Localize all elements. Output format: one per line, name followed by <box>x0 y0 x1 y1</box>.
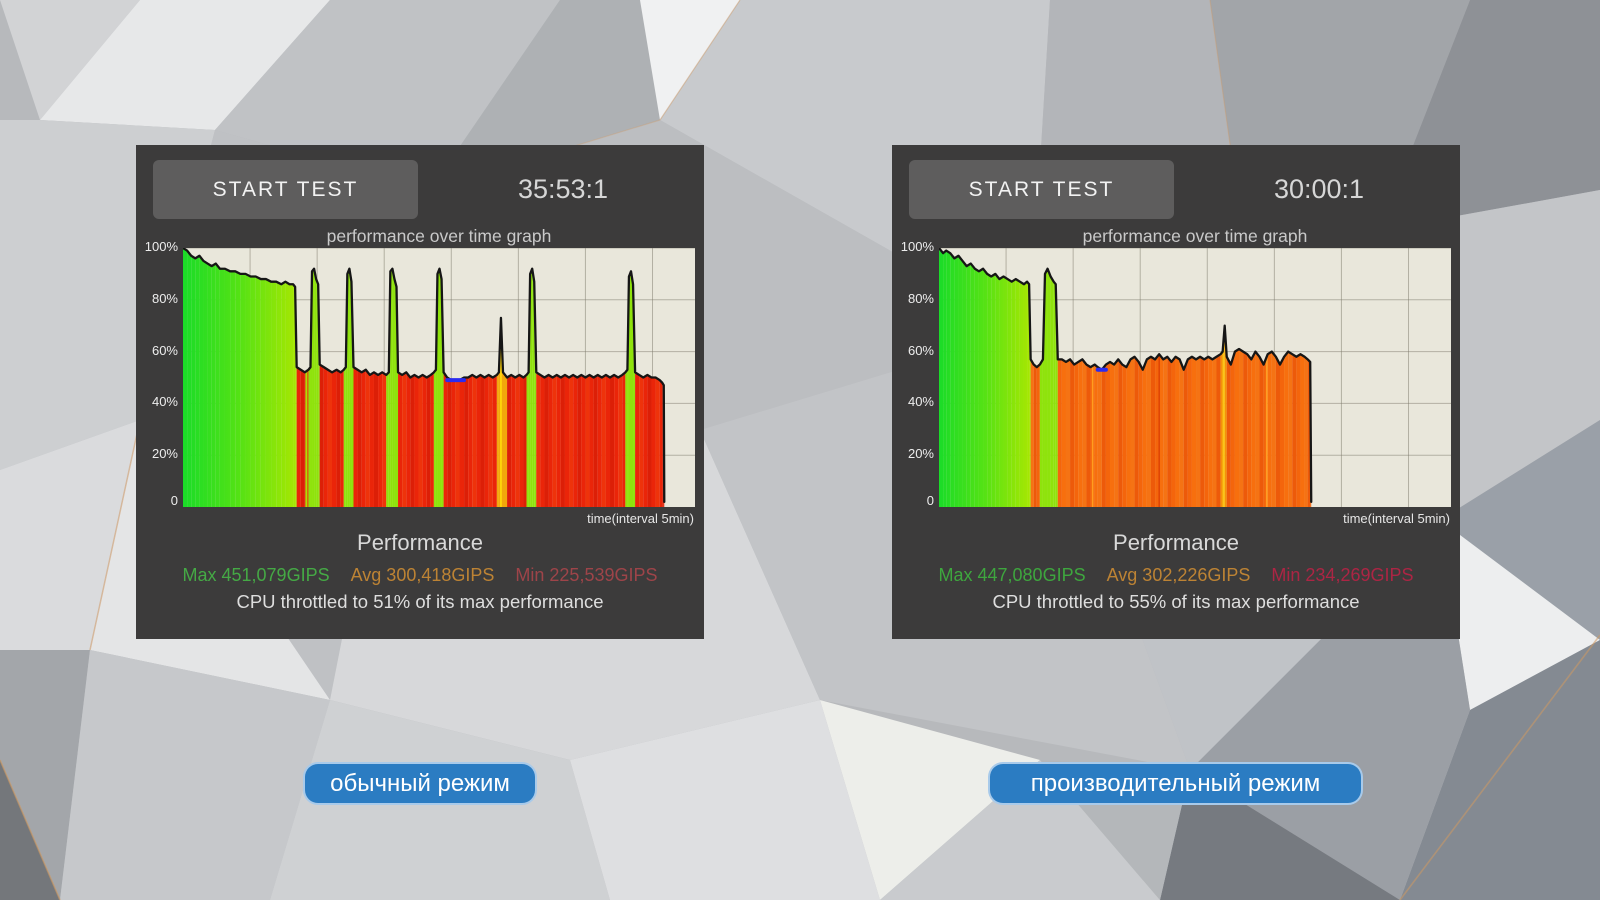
y-axis: 100% 80% 60% 40% 20% 0 <box>892 145 936 639</box>
start-test-button[interactable]: START TEST <box>909 160 1174 219</box>
y-tick-20: 20% <box>907 446 934 461</box>
y-tick-60: 60% <box>151 343 178 358</box>
y-tick-60: 60% <box>907 343 934 358</box>
throttle-result-text: CPU throttled to 55% of its max performa… <box>992 591 1360 612</box>
elapsed-timer: 35:53:1 <box>517 174 609 204</box>
y-tick-20: 20% <box>151 446 178 461</box>
y-tick-0: 0 <box>926 493 934 508</box>
avg-gips: Avg 300,418GIPS <box>350 565 495 585</box>
y-tick-0: 0 <box>170 493 178 508</box>
y-tick-80: 80% <box>151 291 178 306</box>
min-gips: Min 234,269GIPS <box>1271 565 1414 585</box>
max-gips: Max 447,080GIPS <box>938 565 1086 585</box>
y-tick-100: 100% <box>144 239 178 254</box>
result-title: Performance <box>1113 530 1239 555</box>
gips-stats: Max 451,079GIPS Avg 300,418GIPS Min 225,… <box>136 565 704 586</box>
min-gips: Min 225,539GIPS <box>515 565 658 585</box>
start-test-button[interactable]: START TEST <box>153 160 418 219</box>
throttling-test-panel-normal: START TEST 35:53:1 performance over time… <box>136 145 704 639</box>
caption-normal-mode: обычный режим <box>303 762 537 805</box>
x-axis-label: time(interval 5min) <box>1343 511 1450 526</box>
performance-chart <box>939 248 1451 507</box>
avg-gips: Avg 302,226GIPS <box>1106 565 1251 585</box>
y-tick-100: 100% <box>900 239 934 254</box>
graph-title: performance over time graph <box>1082 226 1308 246</box>
gips-stats: Max 447,080GIPS Avg 302,226GIPS Min 234,… <box>892 565 1460 586</box>
y-tick-80: 80% <box>907 291 934 306</box>
result-title: Performance <box>357 530 483 555</box>
caption-performance-mode: производительный режим <box>988 762 1363 805</box>
y-tick-40: 40% <box>151 394 178 409</box>
elapsed-timer: 30:00:1 <box>1273 174 1365 204</box>
x-axis-label: time(interval 5min) <box>587 511 694 526</box>
y-tick-40: 40% <box>907 394 934 409</box>
max-gips: Max 451,079GIPS <box>182 565 330 585</box>
graph-title: performance over time graph <box>326 226 552 246</box>
throttling-test-panel-performance: START TEST 30:00:1 performance over time… <box>892 145 1460 639</box>
y-axis: 100% 80% 60% 40% 20% 0 <box>136 145 180 639</box>
throttle-result-text: CPU throttled to 51% of its max performa… <box>236 591 604 612</box>
performance-chart <box>183 248 695 507</box>
